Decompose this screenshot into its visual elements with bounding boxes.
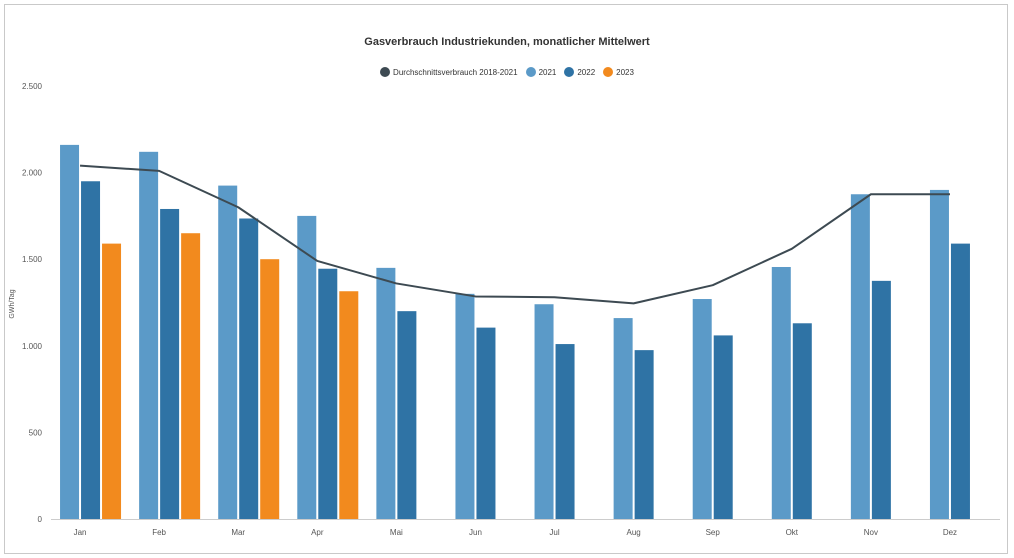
average-line xyxy=(79,164,950,305)
y-tick-label: 1.000 xyxy=(22,342,43,351)
legend-swatch-2021 xyxy=(525,67,536,77)
x-axis: Jan Feb Mar Apr Mai Jun Jul Aug Sep Okt Nov Dez xyxy=(51,519,1000,537)
x-tick-label: Jan xyxy=(74,528,87,537)
y-tick-label: 0 xyxy=(38,515,43,524)
x-tick-label: Jun xyxy=(469,528,482,537)
bar-2023-Apr[interactable] xyxy=(339,291,359,519)
bars xyxy=(60,144,970,520)
bar-2021-Apr[interactable] xyxy=(297,215,317,519)
bar-2021-Feb[interactable] xyxy=(139,151,159,520)
bar-2022-Mar[interactable] xyxy=(239,218,259,520)
bar-2021-Mai[interactable] xyxy=(376,267,396,519)
y-tick-label: 2.000 xyxy=(22,169,43,178)
bar-2021-Jun[interactable] xyxy=(455,293,475,519)
legend-swatch-2022 xyxy=(564,67,575,77)
chart-title: Gasverbrauch Industriekunden, monatliche… xyxy=(364,36,650,48)
bar-2021-Mar[interactable] xyxy=(218,185,238,519)
bar-2021-Aug[interactable] xyxy=(613,318,633,519)
legend-swatch-average xyxy=(380,67,391,77)
y-tick-label: 1.500 xyxy=(22,255,43,264)
x-tick-label: Jul xyxy=(549,528,559,537)
y-axis: 0 500 1.000 1.500 2.000 2.500 xyxy=(22,82,43,524)
bar-2023-Jan[interactable] xyxy=(102,243,122,519)
bar-2022-Sep[interactable] xyxy=(713,335,733,519)
bar-2022-Nov[interactable] xyxy=(871,280,891,519)
x-tick-label: Dez xyxy=(943,528,957,537)
legend-item-2022[interactable]: 2022 xyxy=(564,67,595,77)
x-tick-label: Apr xyxy=(311,528,324,537)
legend-label-2021: 2021 xyxy=(538,67,557,77)
bar-2021-Sep[interactable] xyxy=(692,299,712,519)
legend-item-average[interactable]: Durchschnittsverbrauch 2018-2021 xyxy=(380,67,518,77)
bar-2021-Jul[interactable] xyxy=(534,304,554,519)
legend-label-average: Durchschnittsverbrauch 2018-2021 xyxy=(393,67,518,77)
y-axis-label: GWh/Tag xyxy=(9,289,16,318)
bar-2022-Dez[interactable] xyxy=(950,243,970,519)
x-tick-label: Aug xyxy=(627,528,641,537)
bar-2022-Jan[interactable] xyxy=(81,181,101,519)
bar-2022-Jul[interactable] xyxy=(555,344,575,519)
bar-2022-Mai[interactable] xyxy=(397,311,417,519)
x-tick-label: Mai xyxy=(390,528,403,537)
legend-label-2022: 2022 xyxy=(577,67,596,77)
x-tick-label: Okt xyxy=(786,528,799,537)
bar-2022-Feb[interactable] xyxy=(160,208,180,520)
x-tick-label: Mar xyxy=(231,528,245,537)
bar-2022-Jun[interactable] xyxy=(476,327,496,519)
x-tick-label: Sep xyxy=(706,528,721,537)
bar-2021-Nov[interactable] xyxy=(850,194,870,519)
x-tick-label: Nov xyxy=(864,528,878,537)
bar-2022-Aug[interactable] xyxy=(634,350,654,519)
bar-2023-Feb[interactable] xyxy=(181,233,201,519)
bar-2021-Jan[interactable] xyxy=(60,144,80,519)
bar-2023-Mar[interactable] xyxy=(260,259,280,519)
bar-2021-Okt[interactable] xyxy=(771,266,791,519)
average-line-path[interactable] xyxy=(79,164,950,305)
bar-2021-Dez[interactable] xyxy=(929,189,949,520)
bar-2022-Okt[interactable] xyxy=(792,323,812,519)
y-tick-label: 2.500 xyxy=(22,82,43,91)
legend-swatch-2023 xyxy=(603,67,614,77)
legend-item-2021[interactable]: 2021 xyxy=(525,67,557,77)
legend-label-2023: 2023 xyxy=(616,67,634,77)
x-tick-label: Feb xyxy=(152,528,166,537)
legend: Durchschnittsverbrauch 2018-2021 2021 20… xyxy=(0,67,1014,77)
y-tick-label: 500 xyxy=(29,428,43,437)
legend-item-2023[interactable]: 2023 xyxy=(603,67,634,77)
bar-2022-Apr[interactable] xyxy=(318,268,338,519)
